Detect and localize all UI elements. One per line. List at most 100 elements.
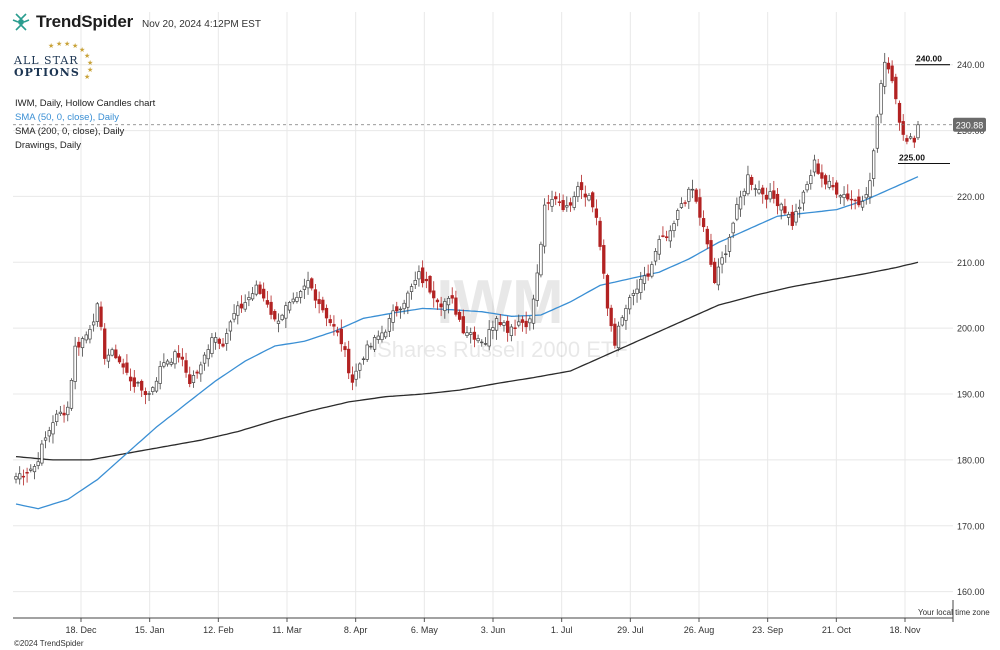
candle-body xyxy=(40,443,44,464)
legend-sma200[interactable]: SMA (200, 0, close), Daily xyxy=(15,126,125,137)
candle-body xyxy=(790,211,794,226)
candle-body xyxy=(502,322,506,326)
star-arc-icon: ★ ★ ★ ★ ★★ ★★★ xyxy=(48,40,93,81)
candle-body xyxy=(653,251,658,262)
candle-body xyxy=(816,163,820,174)
x-tick-label: 23. Sep xyxy=(752,625,783,635)
candle-body xyxy=(195,371,199,374)
candle-body xyxy=(151,387,155,392)
candle-body xyxy=(635,288,639,294)
legend-drawings[interactable]: Drawings, Daily xyxy=(15,140,81,151)
x-tick-label: 18. Nov xyxy=(889,625,921,635)
candle-body xyxy=(265,300,270,305)
candle-body xyxy=(332,324,336,327)
candle-body xyxy=(616,325,621,349)
candle-body xyxy=(483,343,488,345)
chart-legend: IWM, Daily, Hollow Candles chart SMA (50… xyxy=(15,97,155,153)
candle-body xyxy=(387,318,392,332)
candle-body xyxy=(417,271,421,280)
candle-body xyxy=(69,380,74,409)
svg-text:★: ★ xyxy=(72,42,78,50)
x-tick-label: 15. Jan xyxy=(135,625,165,635)
candle-body xyxy=(860,201,865,208)
candle-body xyxy=(62,412,66,416)
candle-body xyxy=(213,337,218,343)
legend-sma50[interactable]: SMA (50, 0, close), Daily xyxy=(15,112,120,123)
candle-body xyxy=(524,320,528,328)
candle-body xyxy=(650,264,654,277)
candle-body xyxy=(380,332,384,341)
spider-icon xyxy=(12,13,30,31)
candle-body xyxy=(864,194,868,199)
candle-body xyxy=(716,266,721,286)
candle-body xyxy=(879,83,883,115)
candle-body xyxy=(239,303,244,309)
candle-body xyxy=(480,341,484,344)
candle-body xyxy=(842,194,846,199)
candle-body xyxy=(295,296,299,302)
candle-body xyxy=(413,280,417,285)
candle-body xyxy=(84,334,88,341)
candle-body xyxy=(143,391,148,396)
candle-body xyxy=(664,236,669,239)
candle-body xyxy=(88,329,92,340)
candle-body xyxy=(103,328,107,359)
candle-body xyxy=(258,284,262,294)
last-price-tag xyxy=(953,117,986,132)
candle-body xyxy=(225,333,229,344)
candle-body xyxy=(827,180,831,188)
candle-body xyxy=(18,473,22,480)
candle-body xyxy=(838,195,843,198)
candle-body xyxy=(539,243,543,276)
candle-body xyxy=(250,293,255,300)
svg-text:★: ★ xyxy=(87,66,93,74)
candle-body xyxy=(147,393,151,395)
y-tick-label: 160.00 xyxy=(957,587,985,597)
candle-body xyxy=(705,228,709,245)
level-label: 240.00 xyxy=(916,54,942,64)
candle-body xyxy=(613,323,617,346)
candle-body xyxy=(735,204,739,220)
candle-body xyxy=(720,257,724,265)
candle-body xyxy=(768,191,772,200)
badge-line1: ALL STAR xyxy=(14,54,79,67)
candle-body xyxy=(487,329,491,347)
candle-body xyxy=(36,461,40,466)
candle-body xyxy=(846,193,850,200)
candle-body xyxy=(180,356,185,360)
candle-body xyxy=(557,201,562,203)
brand-name: TrendSpider xyxy=(36,12,133,31)
candle-body xyxy=(764,194,769,200)
candle-body xyxy=(324,307,329,319)
candle-body xyxy=(461,316,465,334)
candle-body xyxy=(520,319,525,323)
candle-body xyxy=(454,297,458,315)
candle-body xyxy=(276,320,281,324)
candle-body xyxy=(801,191,806,204)
candle-body xyxy=(284,305,288,319)
candle-body xyxy=(221,343,225,347)
candle-body xyxy=(809,175,813,185)
candle-body xyxy=(114,349,118,359)
candle-body xyxy=(683,202,687,204)
candle-body xyxy=(317,299,321,305)
x-tick-label: 18. Dec xyxy=(65,625,97,635)
candle-body xyxy=(302,285,306,290)
candle-body xyxy=(99,306,103,327)
candle-body xyxy=(786,214,791,218)
y-tick-label: 240.00 xyxy=(957,60,985,70)
candle-body xyxy=(513,327,517,329)
candle-body xyxy=(184,360,188,373)
candle-body xyxy=(354,370,358,380)
candle-body xyxy=(587,195,591,201)
candle-body xyxy=(642,275,647,284)
candle-body xyxy=(306,280,310,289)
legend-main[interactable]: IWM, Daily, Hollow Candles chart xyxy=(15,98,156,109)
candle-body xyxy=(73,345,77,382)
candle-body xyxy=(369,345,373,348)
candle-body xyxy=(535,272,539,301)
svg-text:★: ★ xyxy=(56,40,62,48)
candle-body xyxy=(298,291,303,298)
